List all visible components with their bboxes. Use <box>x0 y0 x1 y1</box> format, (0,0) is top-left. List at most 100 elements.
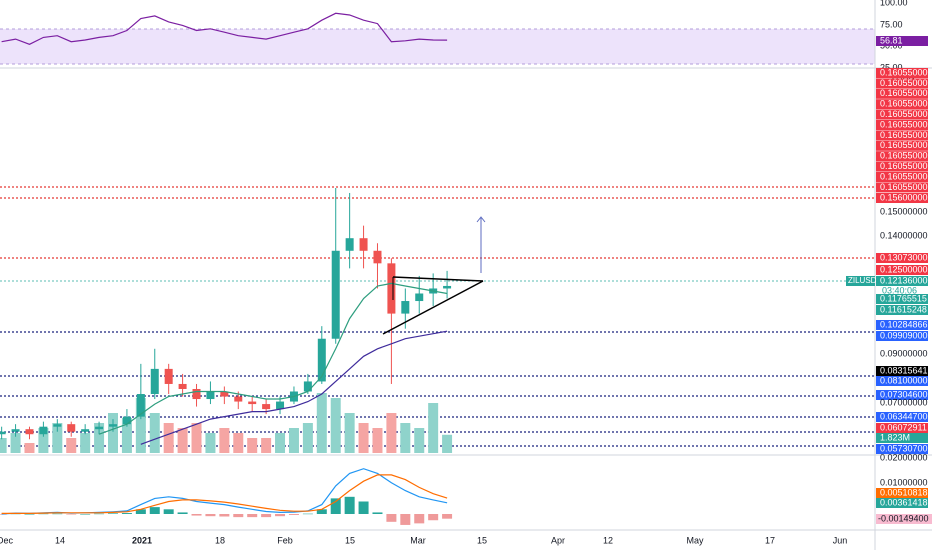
macd-hist <box>38 513 49 515</box>
price-badge-text: 0.16055000 <box>880 67 928 77</box>
price-badge-text: 0.13073000 <box>880 252 928 262</box>
price-badge <box>876 253 928 263</box>
volume-bar <box>247 438 258 453</box>
candle-body <box>39 426 48 435</box>
volume-bar <box>442 434 453 453</box>
price-badge-text: 0.00510818 <box>880 487 928 497</box>
price-badge-text: 0.08315641 <box>880 365 928 375</box>
price-badge <box>876 130 928 141</box>
price-badge-text: 0.12500000 <box>880 264 928 274</box>
volume-bar <box>400 423 411 453</box>
price-badge <box>876 320 928 330</box>
time-label: Apr <box>551 535 565 545</box>
axis-label: 0.07000000 <box>880 397 928 407</box>
symbol: ZILUSD <box>848 276 877 285</box>
price-badge-text: 0.06344700 <box>880 411 928 421</box>
time-label: 12 <box>603 535 613 545</box>
price-badge <box>876 193 928 203</box>
candle-body <box>331 250 340 339</box>
macd-hist <box>219 514 230 517</box>
candle-body <box>109 424 117 427</box>
price-badge <box>876 172 928 182</box>
volume-bar <box>275 433 286 453</box>
price-badge <box>876 514 932 524</box>
macd-hist <box>205 514 216 517</box>
macd-hist <box>80 514 91 515</box>
price-badge-text: 56.81 <box>880 35 903 45</box>
price-badge <box>876 412 928 422</box>
price-badge-text: 0.16055000 <box>880 161 928 171</box>
macd-hist <box>275 514 286 517</box>
arrow-head <box>476 216 486 223</box>
price-badge <box>876 498 928 508</box>
volume-bar <box>135 398 146 453</box>
price-badge-text: 0.09909000 <box>880 330 928 340</box>
time-label: Mar <box>410 535 426 545</box>
price-badge-text: 0.11615248 <box>880 304 927 314</box>
candle-body <box>220 391 229 397</box>
volume-bar <box>344 413 355 453</box>
candle-body <box>150 368 159 395</box>
candle-body <box>0 431 6 435</box>
volume-bar <box>0 438 7 453</box>
price-badge-text: 0.05730700 <box>880 443 928 453</box>
macd-hist <box>358 501 369 514</box>
time-label: 2021 <box>132 535 152 545</box>
candle-body <box>359 238 368 251</box>
volume-bar <box>358 423 369 453</box>
volume-bar <box>386 413 397 453</box>
macd-hist <box>247 514 258 518</box>
price-badge <box>876 161 928 172</box>
price-badge-text: 0.15600000 <box>880 192 928 202</box>
time-label: 14 <box>55 535 65 545</box>
volume-bar <box>261 438 272 453</box>
macd-hist <box>344 496 355 514</box>
price-badge <box>876 151 928 162</box>
candle-body <box>178 383 187 389</box>
candle-body <box>53 424 62 427</box>
price-badge-text: 0.16055000 <box>880 99 928 109</box>
volume-bar <box>288 428 299 453</box>
price-badge <box>876 305 928 315</box>
candle-body <box>262 404 271 410</box>
price-badge <box>876 36 928 46</box>
price-badge-text: 0.08100000 <box>880 375 928 385</box>
axis-label: 0.01000000 <box>880 477 928 487</box>
price-badge-text: 0.16055000 <box>880 109 928 119</box>
volume-bar <box>121 418 132 453</box>
macd-hist <box>191 514 202 516</box>
candle-body <box>136 394 145 417</box>
price-badge <box>876 78 928 89</box>
macd-hist <box>121 513 132 514</box>
price-badge <box>876 376 928 386</box>
volume-bar <box>38 428 49 453</box>
candle-body <box>401 301 410 314</box>
price-badge <box>876 366 928 376</box>
symbol-badge <box>846 276 875 286</box>
candle-body <box>81 429 90 432</box>
candle-body <box>248 401 257 405</box>
candle-body <box>164 368 173 384</box>
candle-body <box>443 285 452 289</box>
drawings <box>382 216 486 335</box>
candle-body <box>67 424 76 432</box>
volume-bar <box>94 423 105 453</box>
price-badge-text: 0.11765515 <box>880 293 927 303</box>
time-label: 15 <box>477 535 487 545</box>
volume-bar <box>80 433 91 453</box>
candle-body <box>122 416 131 425</box>
ma-fast-line <box>98 282 448 435</box>
volume-bar <box>191 423 202 453</box>
candle-body <box>25 429 34 435</box>
price-badge <box>876 265 928 275</box>
axis-label: 0.14000000 <box>880 230 928 240</box>
volume-bar <box>24 443 35 453</box>
volume-bar <box>414 428 425 453</box>
candle-body <box>317 338 326 382</box>
candle-body <box>206 391 215 400</box>
macd-hist <box>302 513 313 515</box>
time-label: 18 <box>215 535 225 545</box>
price-badge <box>876 433 928 443</box>
price-badge-text: 0.12136000 <box>880 275 928 285</box>
signal-line <box>1 474 448 514</box>
